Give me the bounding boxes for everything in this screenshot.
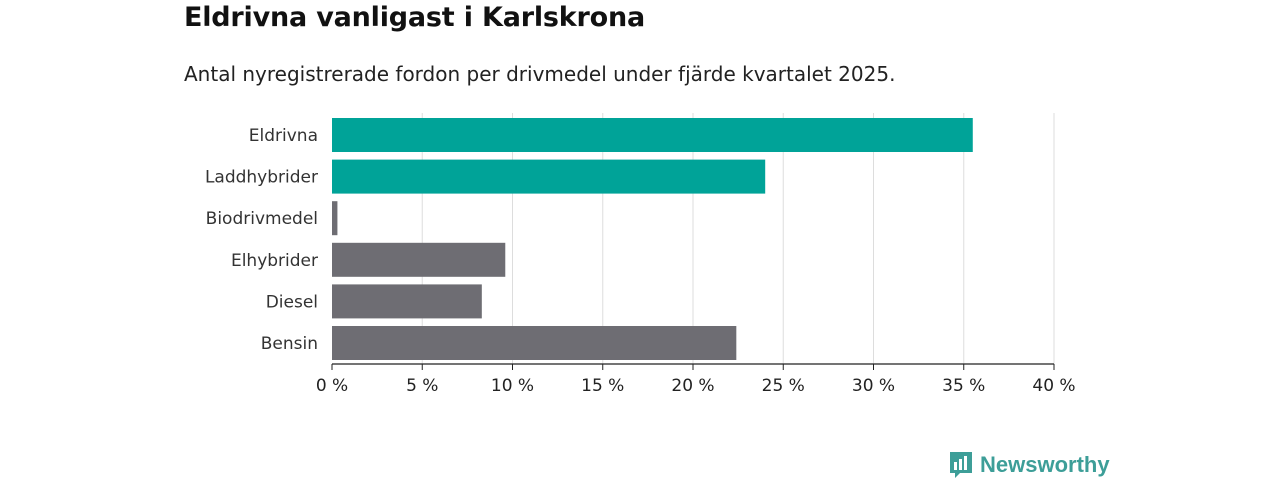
category-label: Bensin — [261, 334, 318, 354]
x-tick-label: 15 % — [581, 376, 624, 396]
category-labels: Eldrivna Laddhybrider Biodrivmedel Elhybrid… — [205, 126, 318, 354]
x-axis: 0 % 5 % 10 % 15 % 20 % 25 % 30 % 35 % 40 % — [316, 363, 1076, 396]
bar-laddhybrider — [332, 159, 766, 194]
category-label: Laddhybrider — [205, 168, 318, 188]
x-tick-label: 5 % — [406, 376, 438, 396]
category-label: Diesel — [266, 292, 318, 312]
bar-eldrivna — [332, 118, 973, 152]
bar-elhybrider — [332, 242, 506, 277]
bar-biodrivmedel — [332, 201, 338, 236]
bar-bensin — [332, 326, 737, 360]
x-tick-label: 25 % — [762, 376, 805, 396]
category-label: Eldrivna — [249, 126, 318, 146]
category-label: Biodrivmedel — [206, 209, 318, 229]
x-tick-label: 35 % — [942, 376, 985, 396]
x-tick-label: 30 % — [852, 376, 895, 396]
chart-title: Eldrivna vanligast i Karlskrona — [184, 2, 646, 33]
bar-chart-speech-bubble-icon — [950, 452, 972, 478]
logo-text: Newsworthy — [980, 452, 1110, 477]
bars — [332, 118, 973, 360]
newsworthy-logo: Newsworthy — [948, 450, 1110, 480]
bar-diesel — [332, 284, 482, 319]
chart-subtitle: Antal nyregistrerade fordon per drivmede… — [184, 62, 896, 86]
gridlines — [421, 113, 1055, 364]
category-label: Elhybrider — [231, 251, 318, 271]
x-tick-label: 10 % — [491, 376, 534, 396]
x-tick-label: 20 % — [671, 376, 714, 396]
x-tick-label: 0 % — [316, 376, 348, 396]
x-tick-label: 40 % — [1032, 376, 1075, 396]
bar-chart: Eldrivna Laddhybrider Biodrivmedel Elhybrid… — [205, 113, 1076, 396]
